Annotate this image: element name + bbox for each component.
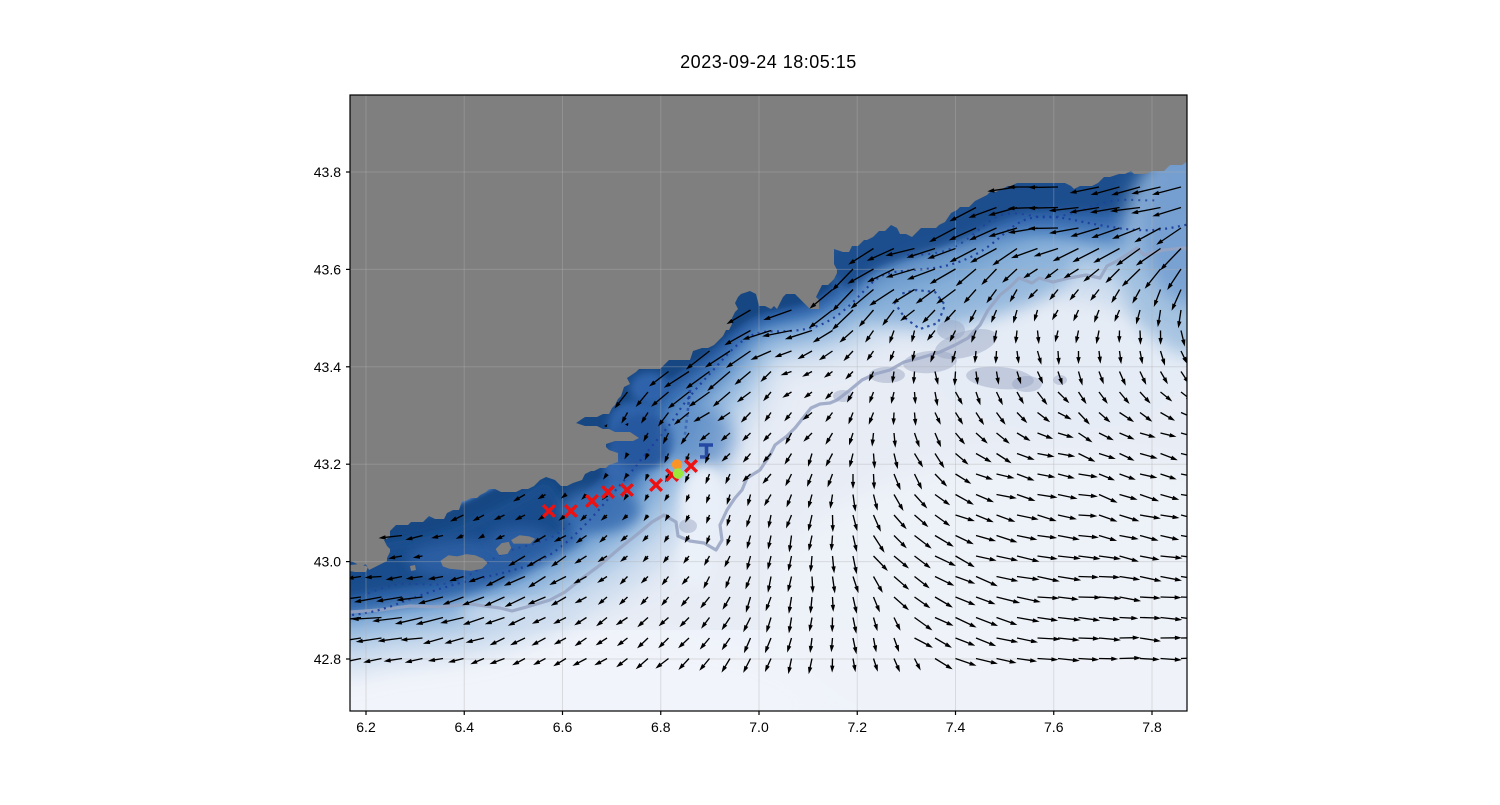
svg-text:7.4: 7.4 xyxy=(946,719,966,735)
svg-text:43.0: 43.0 xyxy=(314,554,341,570)
svg-text:7.8: 7.8 xyxy=(1142,719,1162,735)
svg-text:42.8: 42.8 xyxy=(314,651,341,667)
svg-text:2023-09-24 18:05:15: 2023-09-24 18:05:15 xyxy=(680,52,857,72)
svg-text:43.4: 43.4 xyxy=(314,359,341,375)
svg-text:7.6: 7.6 xyxy=(1044,719,1064,735)
svg-text:43.2: 43.2 xyxy=(314,456,341,472)
svg-text:43.6: 43.6 xyxy=(314,261,341,277)
svg-text:6.8: 6.8 xyxy=(651,719,671,735)
svg-text:43.8: 43.8 xyxy=(314,164,341,180)
svg-text:6.4: 6.4 xyxy=(455,719,475,735)
svg-text:6.2: 6.2 xyxy=(356,719,376,735)
svg-text:7.0: 7.0 xyxy=(749,719,769,735)
svg-text:7.2: 7.2 xyxy=(848,719,868,735)
svg-text:6.6: 6.6 xyxy=(553,719,573,735)
